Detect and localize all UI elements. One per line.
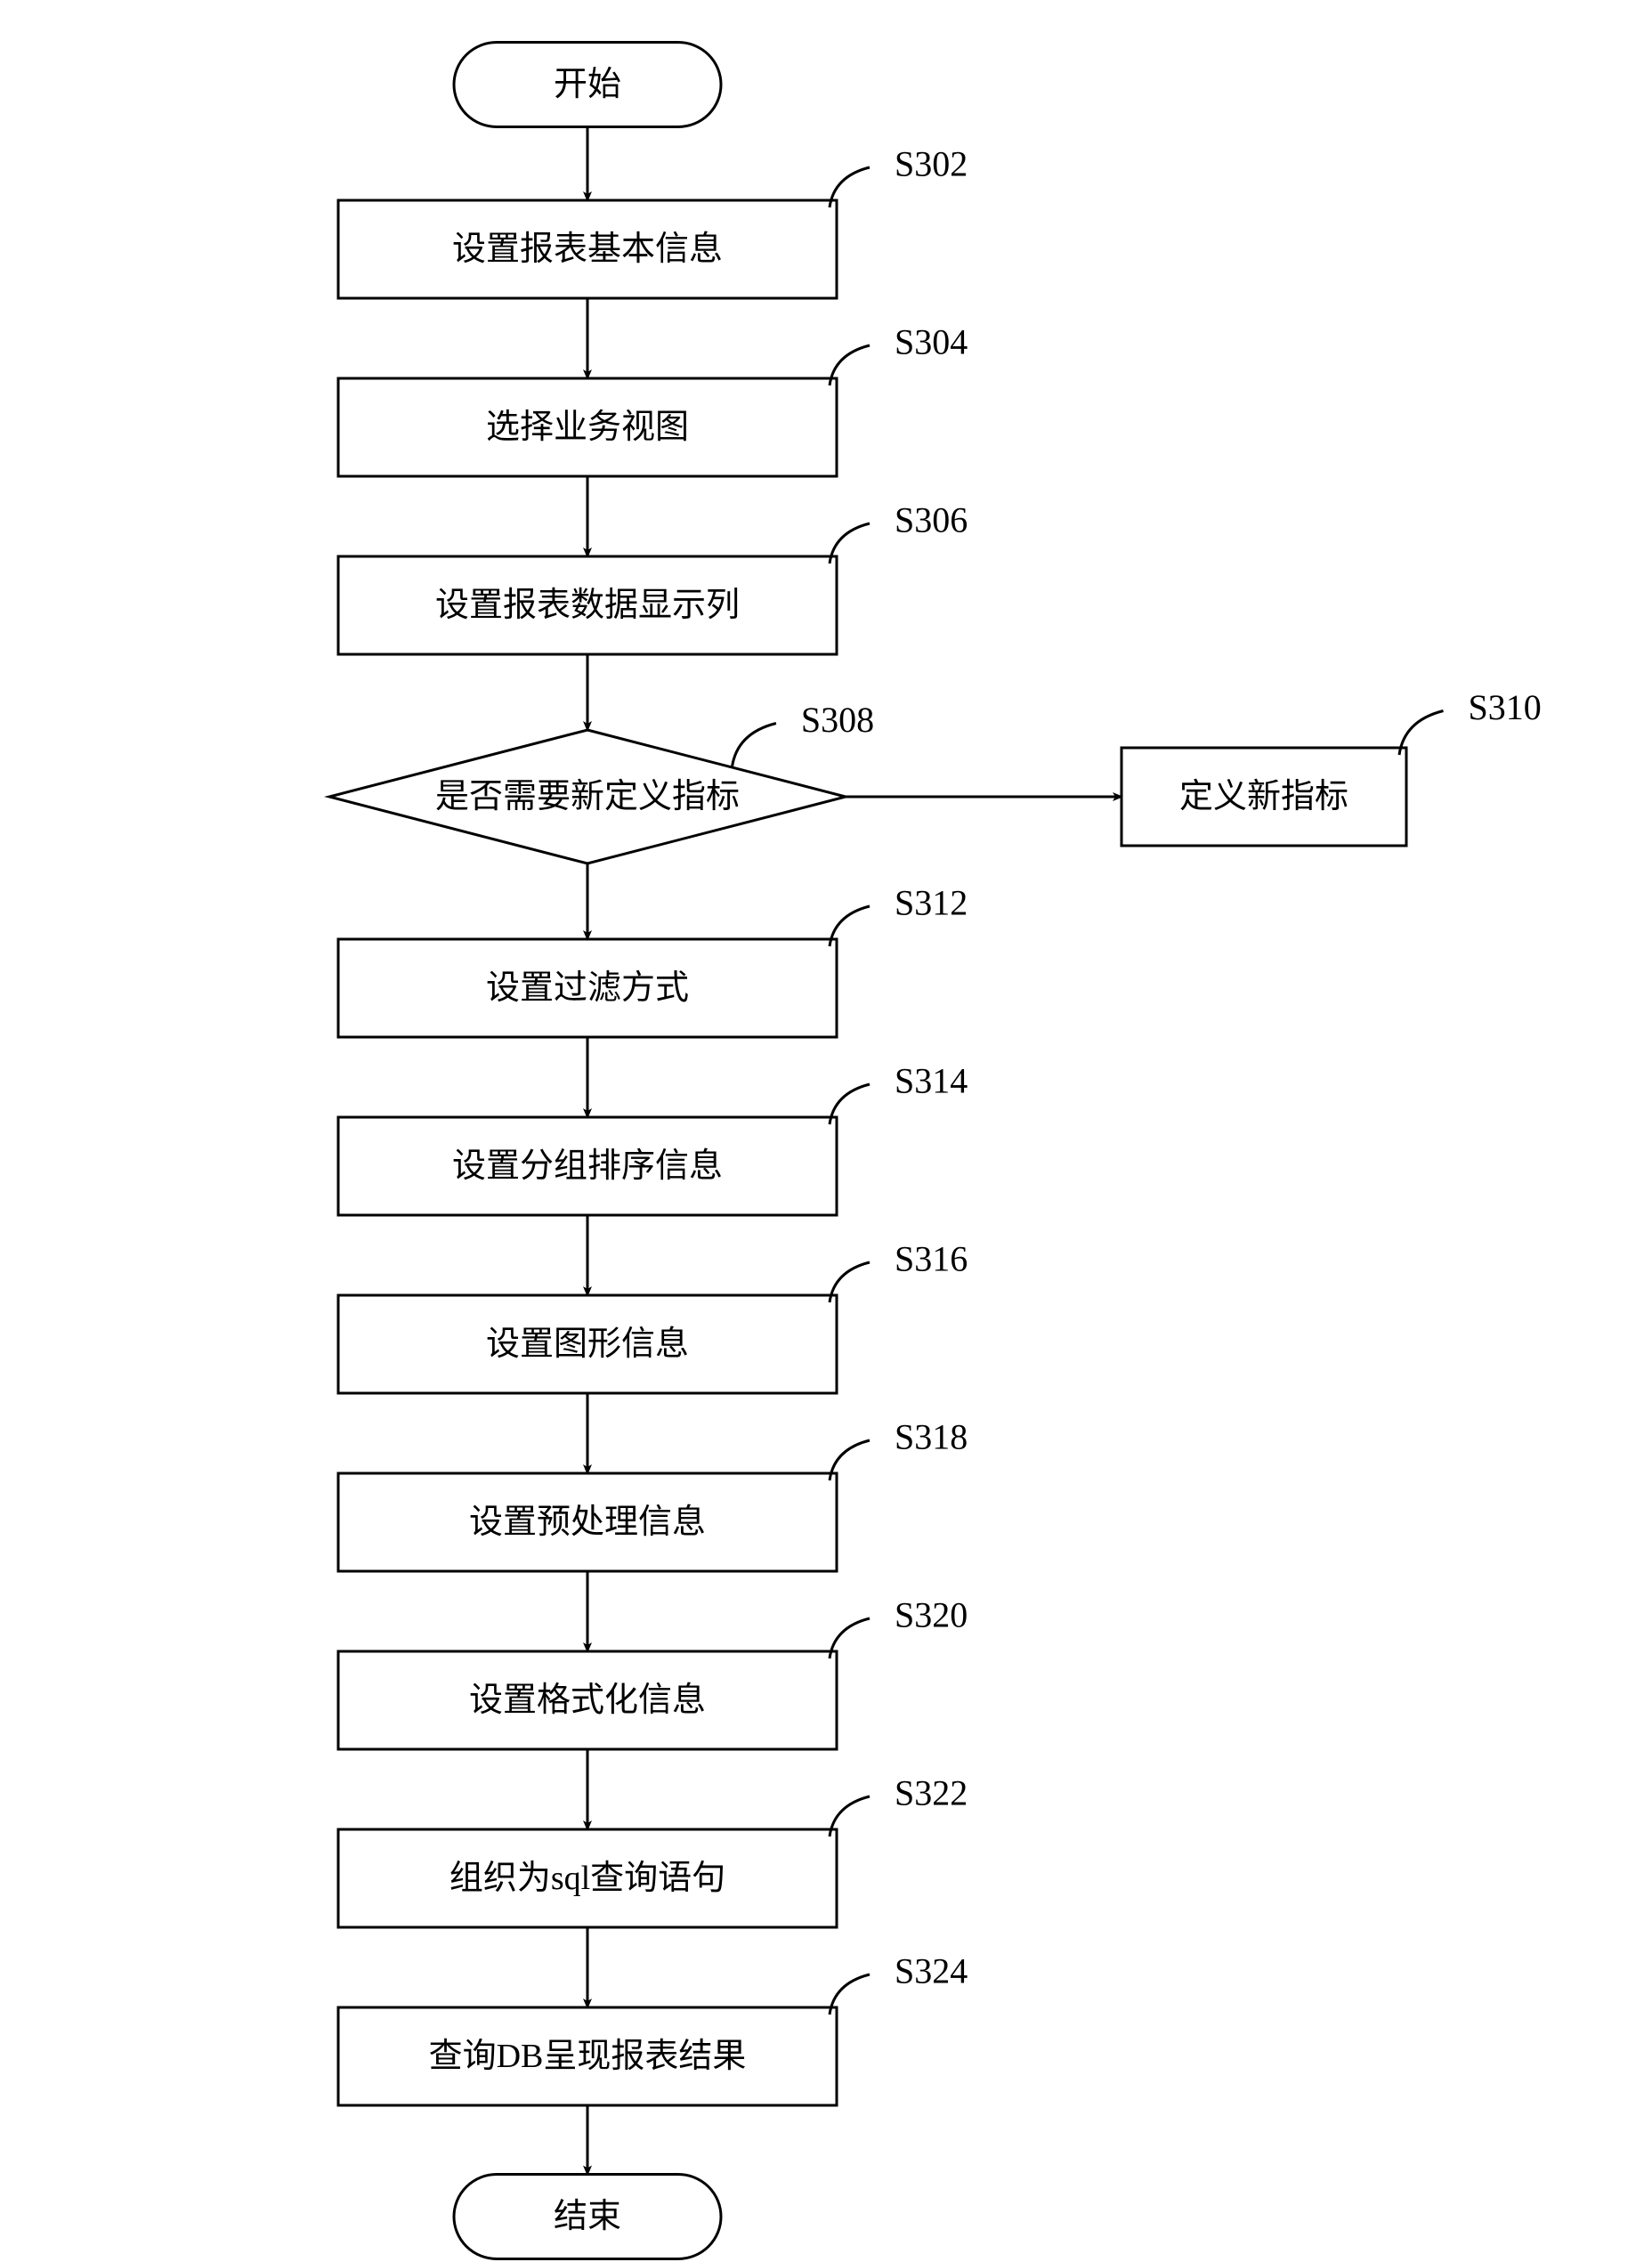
label-s306: S306 <box>895 500 968 540</box>
node-s318: 设置预处理信息 <box>338 1473 837 1571</box>
label-s324: S324 <box>895 1951 968 1991</box>
node-text-s304: 选择业务视图 <box>486 409 689 446</box>
node-text-s302: 设置报表基本信息 <box>452 231 723 268</box>
node-s316: 设置图形信息 <box>338 1295 837 1393</box>
node-s308: 是否需要新定义指标 <box>329 730 846 863</box>
node-start: 开始 <box>454 43 721 127</box>
node-text-s324: 查询DB呈现报表结果 <box>429 2038 747 2075</box>
node-s322: 组织为sql查询语句 <box>338 1829 837 1927</box>
node-s302: 设置报表基本信息 <box>338 200 837 298</box>
node-s324: 查询DB呈现报表结果 <box>338 2007 837 2105</box>
node-text-s320: 设置格式化信息 <box>469 1682 706 1719</box>
node-s312: 设置过滤方式 <box>338 939 837 1037</box>
node-text-s312: 设置过滤方式 <box>486 969 689 1007</box>
flowchart-canvas: 开始设置报表基本信息选择业务视图设置报表数据显示列是否需要新定义指标 定义新指标设… <box>0 0 1652 2262</box>
label-s304: S304 <box>895 322 968 362</box>
label-s302: S302 <box>895 144 968 184</box>
node-end: 结束 <box>454 2175 721 2259</box>
node-text-start: 开始 <box>554 66 621 103</box>
label-s314: S314 <box>895 1061 968 1101</box>
label-s312: S312 <box>895 883 968 923</box>
node-text-s306: 设置报表数据显示列 <box>435 587 740 624</box>
label-s318: S318 <box>895 1417 968 1457</box>
label-s310: S310 <box>1469 687 1542 727</box>
node-text-s314: 设置分组排序信息 <box>452 1147 723 1185</box>
leader-s308 <box>732 724 776 768</box>
node-s304: 选择业务视图 <box>338 378 837 476</box>
node-s306: 设置报表数据显示列 <box>338 556 837 654</box>
label-s320: S320 <box>895 1595 968 1635</box>
node-s310: 定义新指标 <box>1122 748 1406 846</box>
node-text-s316: 设置图形信息 <box>486 1326 689 1363</box>
label-s316: S316 <box>895 1239 968 1279</box>
node-s314: 设置分组排序信息 <box>338 1117 837 1215</box>
node-s320: 设置格式化信息 <box>338 1651 837 1749</box>
node-text-end: 结束 <box>554 2198 621 2235</box>
node-text-s322: 组织为sql查询语句 <box>449 1860 725 1897</box>
node-text-s310: 定义新指标 <box>1179 778 1348 815</box>
node-text-s318: 设置预处理信息 <box>469 1504 706 1541</box>
label-s308: S308 <box>801 700 874 740</box>
node-text-s308: 是否需要新定义指标 <box>435 778 740 815</box>
label-s322: S322 <box>895 1773 968 1813</box>
